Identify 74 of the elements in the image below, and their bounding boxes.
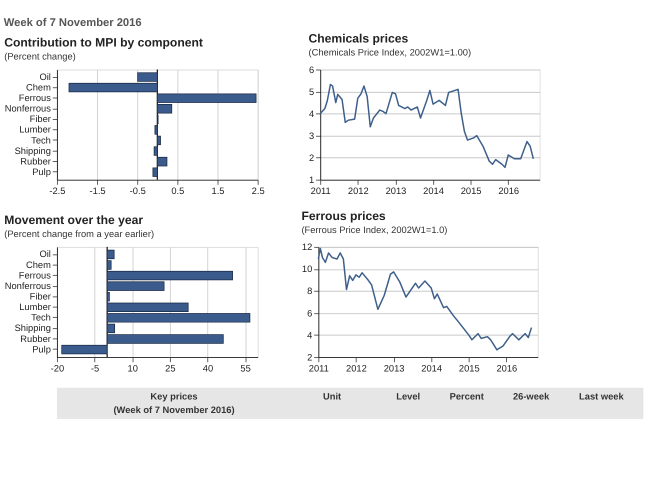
y-tick-label: Nonferrous [4,104,52,114]
x-tick-label: 2014 [421,364,442,374]
y-tick-label: Shipping [14,323,51,334]
y-tick-label: Pulp [32,166,51,177]
text: Unit [323,392,342,402]
y-tick-label: Tech [31,135,51,146]
text: Key prices [150,392,198,402]
y-tick-label: 6 [307,308,312,318]
x-tick-label: 2013 [384,364,404,374]
y-tick-label: Fiber [30,292,51,302]
x-tick-label: 1.5 [212,186,224,196]
chart-subtitle: (Chemicals Price Index, 2002W1=1.00) [308,48,472,58]
y-tick-label: 1 [308,174,314,185]
text: 26-week [512,392,550,402]
text: Week of 7 November 2016 [4,17,142,30]
y-tick-label: Fiber [30,114,51,124]
y-tick-label: Ferrous [18,92,52,103]
line-series [318,248,532,351]
x-tick-label: 2013 [386,186,406,196]
x-tick-label: 0.5 [171,186,184,196]
x-tick-label: -2.5 [49,186,66,196]
y-tick-label: 8 [307,286,312,296]
x-tick-label: 25 [165,364,176,374]
text: Last week [579,392,624,402]
y-tick-label: Chem [26,82,52,92]
x-tick-label: 40 [202,364,214,374]
x-tick-label: -5 [90,364,100,374]
text: (Week of 7 November 2016) [113,405,235,416]
y-tick-label: Chem [26,260,52,270]
y-tick-label: Ferrous [18,270,52,280]
y-tick-label: 2 [308,152,314,163]
y-tick-label: 6 [308,64,314,75]
y-tick-label: Rubber [20,156,51,166]
x-tick-label: -0.5 [130,186,146,196]
y-tick-label: 12 [302,242,312,252]
y-tick-label: Shipping [14,146,51,156]
y-tick-label: 10 [302,264,312,274]
y-tick-label: 2 [307,352,312,362]
x-tick-label: -20 [50,364,64,374]
x-tick-label: 2015 [458,364,480,374]
y-tick-label: Lumber [19,302,51,312]
y-tick-label: 3 [308,130,314,141]
x-tick-label: 2014 [423,186,444,196]
y-tick-label: Lumber [19,124,51,135]
x-tick-label: 10 [127,364,138,374]
x-tick-label: 2016 [496,364,518,374]
chart-title: Ferrous prices [301,208,386,223]
x-tick-label: 2012 [346,364,367,374]
chart-title: Movement over the year [4,212,144,227]
chart-title: Chemicals prices [308,31,409,46]
chart-subtitle: (Percent change from a year earlier) [4,229,154,240]
chart-title: Contribution to MPI by component [4,36,203,50]
y-tick-label: 4 [308,108,314,119]
chart-subtitle: (Ferrous Price Index, 2002W1=1.0) [301,224,448,235]
y-tick-label: 5 [308,86,314,97]
x-tick-label: 2.5 [252,186,265,196]
y-tick-label: Tech [31,312,51,323]
line-series [319,84,534,168]
y-tick-label: Pulp [32,344,51,354]
x-tick-label: 2011 [310,186,331,196]
y-tick-label: Oil [39,249,51,260]
x-tick-label: 55 [240,364,251,374]
text: Level [396,392,420,402]
x-tick-label: -1.5 [90,186,106,196]
text: Percent [450,392,484,402]
x-tick-label: 2012 [348,186,369,196]
y-tick-label: 4 [307,330,312,340]
chart-subtitle: (Percent change) [4,52,76,62]
y-tick-label: Oil [39,72,51,82]
x-tick-label: 2015 [460,186,482,196]
y-tick-label: Nonferrous [4,280,52,291]
x-tick-label: 2016 [498,186,520,196]
y-tick-label: Rubber [20,334,51,344]
x-tick-label: 2011 [308,364,329,374]
